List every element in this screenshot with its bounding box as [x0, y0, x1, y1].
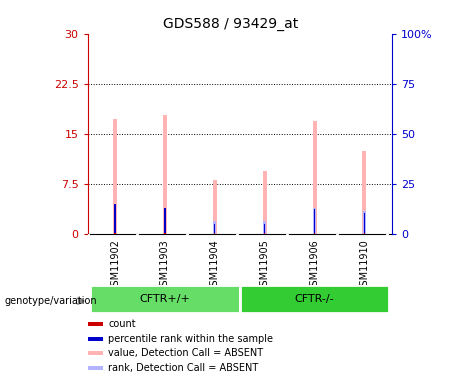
Bar [362, 151, 366, 234]
Bar [363, 211, 366, 234]
Text: GSM11905: GSM11905 [260, 239, 270, 292]
Text: GSM11910: GSM11910 [360, 239, 369, 292]
Text: genotype/variation: genotype/variation [5, 296, 97, 306]
Text: rank, Detection Call = ABSENT: rank, Detection Call = ABSENT [108, 363, 258, 373]
Text: CFTR+/+: CFTR+/+ [140, 294, 190, 304]
Bar [113, 119, 117, 234]
Bar [114, 204, 116, 234]
Bar [114, 233, 116, 234]
Bar [314, 209, 315, 234]
Bar [90, 285, 240, 313]
Bar [213, 180, 217, 234]
Bar [164, 208, 165, 234]
Bar [88, 366, 102, 370]
Text: value, Detection Call = ABSENT: value, Detection Call = ABSENT [108, 348, 263, 358]
Bar [214, 224, 215, 234]
Bar [113, 204, 117, 234]
Bar [213, 221, 216, 234]
Text: GSM11903: GSM11903 [160, 239, 170, 292]
Bar [163, 116, 167, 234]
Bar [313, 121, 317, 234]
Bar [88, 351, 102, 355]
Bar [264, 233, 265, 234]
Bar [364, 213, 365, 234]
Text: GSM11906: GSM11906 [309, 239, 319, 292]
Bar [240, 285, 390, 313]
Bar [214, 233, 215, 234]
Text: GDS588 / 93429_at: GDS588 / 93429_at [163, 17, 298, 31]
Bar [313, 208, 316, 234]
Text: GSM11902: GSM11902 [110, 239, 120, 292]
Text: GSM11904: GSM11904 [210, 239, 220, 292]
Bar [263, 221, 266, 234]
Bar [364, 233, 365, 234]
Bar [88, 322, 102, 326]
Text: count: count [108, 319, 136, 329]
Bar [164, 208, 166, 234]
Bar [88, 337, 102, 341]
Text: CFTR-/-: CFTR-/- [295, 294, 334, 304]
Bar [263, 171, 266, 234]
Text: percentile rank within the sample: percentile rank within the sample [108, 334, 273, 344]
Bar [164, 233, 165, 234]
Bar [314, 233, 315, 234]
Bar [264, 224, 265, 234]
